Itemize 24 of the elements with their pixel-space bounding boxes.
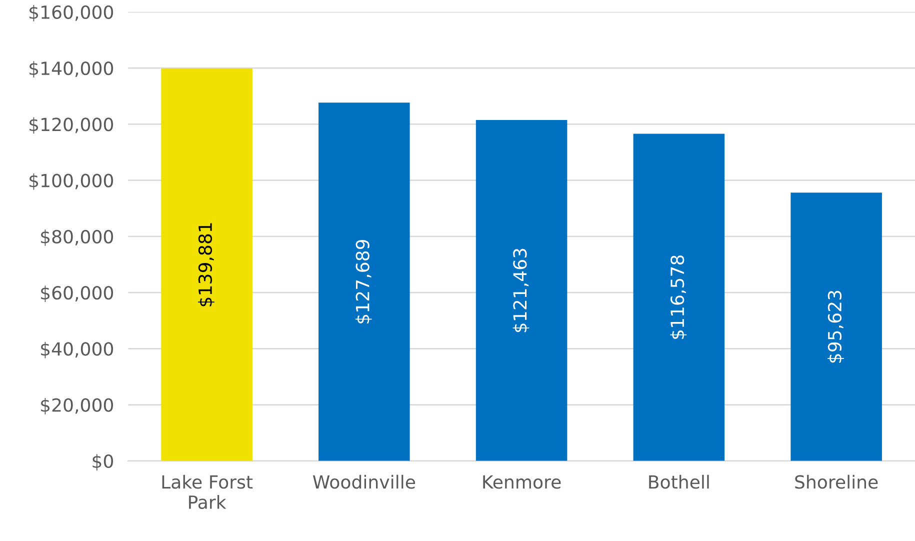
x-tick-label: Shoreline — [795, 474, 878, 489]
y-tick-label: $0 — [92, 454, 114, 470]
data-label: $127,689 — [355, 240, 372, 324]
x-tick-label: Lake Forst Park — [162, 474, 253, 510]
y-tick-label: $80,000 — [41, 230, 114, 246]
data-label: $121,463 — [512, 248, 530, 332]
x-tick-label: Kenmore — [483, 475, 561, 489]
bar — [633, 134, 725, 461]
y-tick-label: $140,000 — [30, 61, 114, 78]
data-label: $116,578 — [670, 256, 687, 339]
data-label: $139,881 — [198, 223, 214, 306]
x-tick-label: Bothell — [649, 474, 709, 489]
y-tick-label: $60,000 — [41, 286, 114, 302]
y-tick-label: $100,000 — [30, 173, 114, 190]
y-tick-label: $40,000 — [41, 342, 114, 358]
bar — [161, 68, 252, 461]
y-tick-label: $160,000 — [30, 5, 114, 22]
data-label: $95,623 — [828, 290, 844, 363]
y-tick-label: $120,000 — [30, 117, 114, 134]
bar — [476, 120, 568, 461]
bar — [790, 192, 882, 461]
bar — [318, 102, 410, 461]
x-tick-label: Woodinville — [312, 474, 416, 489]
y-tick-label: $20,000 — [41, 398, 114, 414]
